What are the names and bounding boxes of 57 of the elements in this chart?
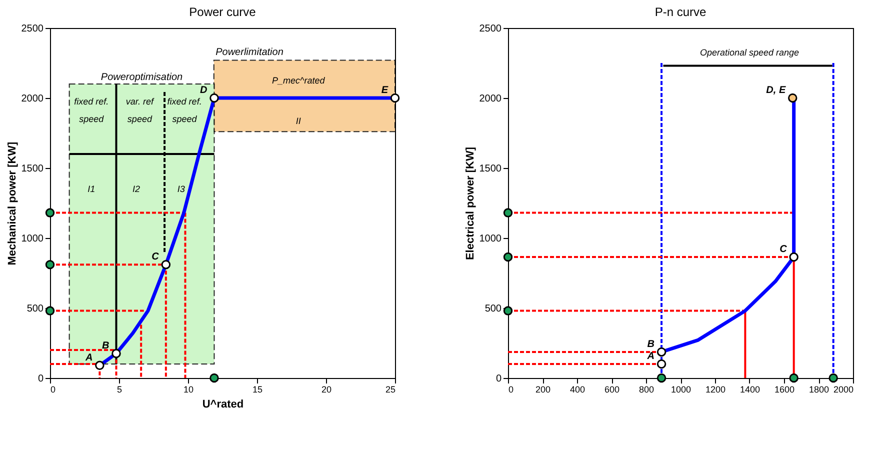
y-axis-title: Electrical power [KW]	[464, 146, 476, 260]
y-tick-label: 0	[496, 374, 502, 384]
annotation: B	[102, 340, 110, 352]
x-tick-label: 1200	[705, 384, 726, 394]
band-label: Powerlimitation	[216, 47, 284, 58]
y-tick-label: 500	[484, 304, 502, 314]
band-label: Poweroptimisation	[100, 72, 184, 83]
annotation: B	[647, 338, 655, 350]
y-tick-label: 500	[26, 304, 44, 314]
annotation: speed	[79, 114, 105, 124]
x-tick-label: 1800	[808, 384, 830, 394]
annotation: speed	[127, 114, 153, 124]
x-tick-label: 15	[252, 384, 263, 394]
x-axis-title: U^rated	[202, 398, 244, 410]
x-tick-label: 5	[116, 384, 122, 394]
annotation: var. ref	[126, 96, 156, 106]
annotation: A	[84, 352, 93, 364]
x-tick-label: 1400	[740, 384, 760, 394]
x-tick-label: 20	[321, 384, 332, 394]
annotation: D, E	[766, 85, 786, 96]
y-tick-label: 1500	[21, 164, 44, 174]
x-tick-label: 1600	[774, 384, 795, 394]
y-tick-label: 2500	[21, 24, 44, 34]
annotation: C	[780, 244, 788, 256]
x-tick-label: 200	[535, 384, 551, 394]
x-tick-label: 0	[50, 384, 56, 394]
y-axis-title: Mechanical power [KW]	[6, 141, 18, 266]
annotation: E	[381, 85, 388, 96]
annotation: P_mec^rated	[272, 76, 326, 86]
annotation: II	[296, 116, 302, 126]
x-tick-label: 600	[604, 384, 620, 394]
x-tick-label: 25	[385, 384, 396, 394]
annotation: I2	[132, 184, 140, 194]
annotation: C	[152, 252, 160, 263]
y-tick-label: 2500	[479, 24, 502, 34]
x-tick-label: 400	[570, 384, 586, 394]
y-tick-label: 2000	[21, 94, 44, 104]
chart-title: P-n curve	[654, 5, 706, 19]
x-tick-label: 10	[183, 384, 194, 394]
annotation: fixed ref.	[74, 96, 109, 106]
x-tick-label: 800	[638, 384, 654, 394]
annotation: A	[646, 351, 655, 362]
y-tick-label: 1500	[479, 164, 502, 174]
y-tick-label: 0	[38, 374, 44, 384]
annotation: fixed ref.	[167, 96, 202, 106]
annotation: speed	[172, 114, 198, 124]
annotation: I3	[177, 184, 185, 194]
y-tick-label: 2000	[479, 94, 502, 104]
x-tick-label: 1000	[670, 384, 692, 394]
chart-title: Power curve	[189, 5, 256, 19]
x-tick-label: 2000	[833, 384, 854, 394]
annotation: I1	[88, 184, 96, 194]
y-tick-label: 1000	[479, 234, 502, 244]
x-tick-label: 0	[508, 384, 514, 394]
annotation: Operational speed range	[700, 48, 800, 58]
y-tick-label: 1000	[21, 234, 44, 244]
annotation: D	[200, 85, 208, 96]
